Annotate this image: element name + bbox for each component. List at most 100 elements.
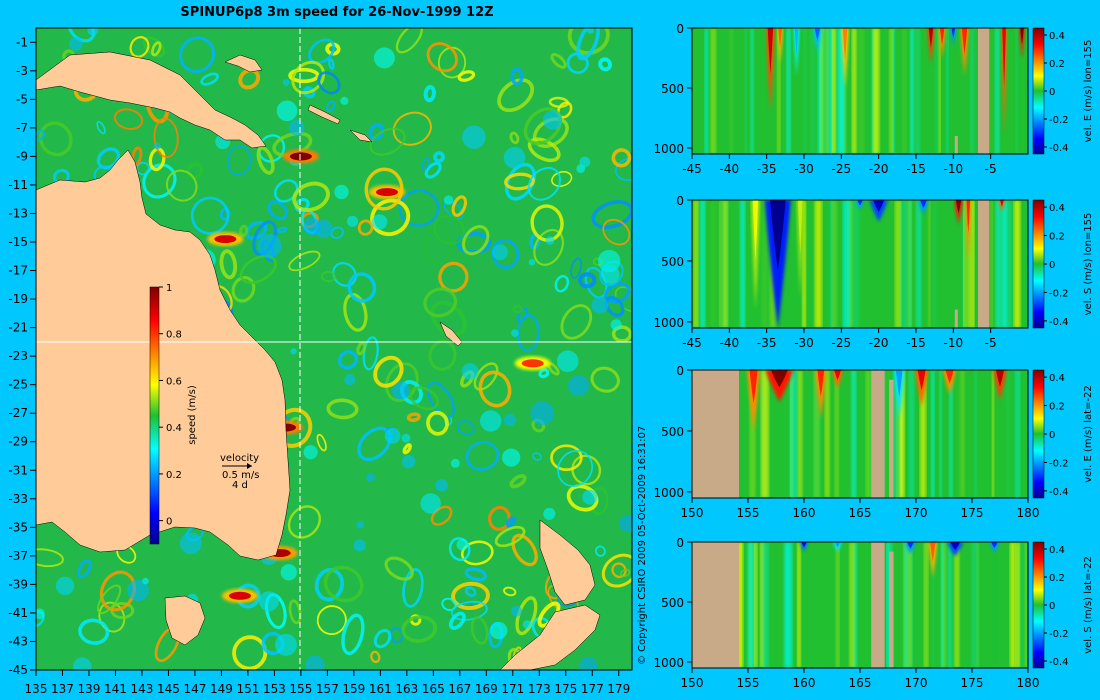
map-x-tick-label: 141: [104, 682, 127, 696]
section2-colorbar-tick-label: 0.2: [1049, 232, 1065, 243]
eddy-patch: [334, 184, 349, 200]
eddy-patch: [257, 233, 282, 258]
section3-striation: [824, 370, 830, 498]
section3-band-core: [945, 370, 954, 384]
land-bougainville: [224, 54, 263, 73]
section4-striation: [1017, 542, 1025, 668]
section4-striation: [738, 542, 742, 668]
eddy-patch: [420, 493, 441, 514]
map-field: [36, 28, 632, 670]
land-masses: [36, 51, 601, 670]
eddy-swirl: [326, 100, 336, 113]
section1-striation: [973, 28, 982, 154]
eddy-patch: [492, 244, 508, 261]
section2-striation: [990, 200, 994, 328]
eddy-swirl: [532, 452, 542, 461]
eddy-swirl: [560, 304, 593, 340]
eddy-swirl: [550, 53, 567, 69]
eddy-patch: [435, 479, 448, 492]
velocity-legend: velocity 0.5 m/s 4 d: [220, 453, 259, 491]
eddy-swirl: [330, 226, 344, 240]
eddy-swirl: [398, 189, 440, 227]
section3-background: [692, 370, 1028, 498]
land-new-caledonia: [439, 321, 463, 347]
eddy-swirl: [566, 52, 589, 75]
velocity-legend-title: velocity: [220, 453, 259, 464]
velocity-legend-speed: 0.5 m/s: [222, 470, 259, 481]
eddy-patch: [582, 489, 598, 505]
map-colorbar-label: speed (m/s): [187, 385, 198, 445]
eddy-swirl: [448, 537, 471, 562]
eddy-swirl: [504, 172, 535, 191]
section1-striation: [817, 28, 822, 154]
section4-x-tick-label: 165: [849, 676, 872, 690]
section1-striation: [990, 28, 995, 154]
eddy-patch: [290, 348, 297, 355]
eddy-patch: [480, 410, 502, 432]
map-title: SPINUP6p8 3m speed for 26-Nov-1999 12Z: [180, 5, 493, 20]
section2-striation: [843, 200, 851, 328]
eddy-swirl: [461, 225, 490, 256]
eddy-patch: [344, 374, 356, 386]
map-y-tick-label: -45: [8, 663, 28, 677]
map-y-tick-label: -7: [16, 121, 28, 135]
section2-striation: [1007, 200, 1010, 328]
eddy-swirl: [465, 441, 500, 471]
section1-frame: [691, 27, 1029, 155]
section3-land: [871, 370, 885, 498]
eddy-patch: [510, 605, 522, 617]
section4-striation: [932, 542, 935, 668]
section1-striation: [786, 28, 791, 154]
eddy-swirl: [538, 368, 550, 379]
eddy-swirl: [590, 366, 620, 393]
eddy-swirl: [509, 474, 527, 489]
section3-band-core: [917, 370, 926, 391]
eddy-swirl: [576, 28, 600, 61]
section2-striation: [814, 200, 823, 328]
section1-band-core: [1002, 28, 1006, 88]
map-y-tick-label: -43: [8, 634, 28, 648]
section3-striation: [847, 370, 855, 498]
eddy-swirl: [426, 410, 449, 436]
section3-colorbar-tick-label: 0.4: [1049, 373, 1065, 384]
section3-striation: [930, 370, 935, 498]
map-y-tick-label: -3: [16, 64, 28, 78]
eddy-swirl: [327, 58, 335, 70]
section2-x-tick-label: -10: [944, 336, 964, 350]
section3-striation: [958, 370, 965, 498]
section1-striation: [832, 28, 836, 154]
copyright-note: © Copyright CSIRO 2009 05-Oct-2009 16:31…: [637, 426, 648, 665]
eddy-swirl: [277, 226, 288, 233]
section1-y-tick-label: 0: [676, 22, 684, 36]
section2-band-core: [752, 200, 759, 261]
eddy-swirl: [460, 540, 494, 566]
eddy-swirl: [420, 157, 431, 171]
map-y-tick-label: -41: [8, 606, 28, 620]
section4-striation: [903, 542, 909, 668]
map-x-tick-label: 149: [210, 682, 233, 696]
eddy-swirl: [239, 224, 249, 238]
eddy-patch: [142, 577, 149, 585]
section3-band-core: [834, 370, 841, 381]
section2-x-tick-label: -20: [869, 336, 889, 350]
section1-land: [978, 28, 990, 154]
section1-striation: [851, 28, 857, 154]
section1-y-tick-label: 1000: [653, 142, 684, 156]
map-colorbar-tick-label: 0: [166, 517, 172, 528]
section1-band-core: [1020, 28, 1024, 45]
section4-striation: [753, 542, 758, 668]
eddy-swirl: [288, 250, 321, 272]
section3-striation: [797, 370, 803, 498]
section1-striation: [914, 28, 921, 154]
section1-y-tick-label: 500: [661, 82, 684, 96]
eddy-swirl: [384, 556, 414, 581]
section1-colorbar-tick-label: 0.2: [1049, 59, 1065, 70]
eddy-patch: [542, 110, 563, 130]
section2-panel: -45 -40 -35 -30 -25 -20 -15 -10 -5 0 500 1000 0.4 0.2…: [653, 194, 1094, 350]
map-x-tick-label: 169: [475, 682, 498, 696]
eddy-swirl: [316, 605, 347, 636]
section4-striation: [1024, 542, 1028, 668]
section2-striation: [1001, 200, 1008, 328]
eddy-swirl: [557, 449, 594, 488]
